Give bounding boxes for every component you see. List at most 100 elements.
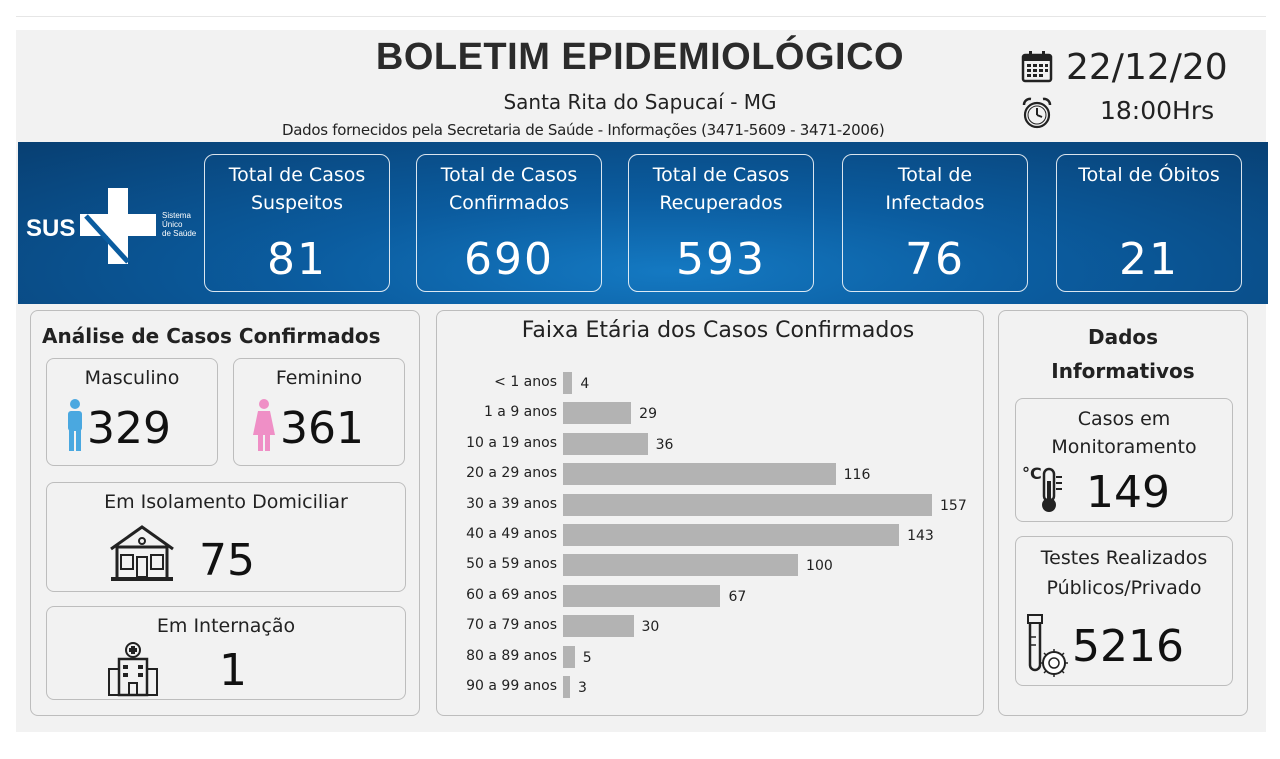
chart-bar [563, 584, 721, 607]
test-tube-virus-icon [1027, 614, 1068, 677]
chart-category-label: 10 a 19 anos [466, 434, 557, 451]
stat-value: 593 [676, 234, 766, 285]
female-count: 361 [280, 403, 364, 454]
monitoring-label-line1: Casos em [1077, 408, 1171, 430]
chart-category-label: 70 a 79 anos [466, 617, 557, 634]
female-person-icon [253, 399, 275, 451]
female-label: Feminino [275, 367, 363, 389]
stat-value: 21 [1119, 234, 1179, 285]
chart-data-label: 5 [582, 649, 592, 666]
chart-category-label: 30 a 39 anos [466, 495, 557, 512]
chart-data-label: 29 [639, 406, 657, 423]
stat-label-line2: Infectados [885, 192, 985, 214]
chart-bar [563, 615, 634, 638]
sus-logo-line2: Único [162, 220, 183, 229]
chart-data-label: 143 [907, 528, 934, 544]
stat-label-line2: Recuperados [659, 192, 783, 214]
chart-data-label: 100 [806, 558, 833, 575]
stat-label-line1: Total de Casos [228, 164, 366, 186]
monitoring-card: Casos em Monitoramento °C 149 [1015, 398, 1233, 522]
calendar-icon [1021, 51, 1053, 83]
male-card: Masculino 329 [46, 358, 218, 466]
stat-label-line1: Total de Óbitos [1078, 164, 1220, 186]
chart-title: Faixa Etária dos Casos Confirmados [521, 318, 915, 343]
chart-category-label: 80 a 89 anos [466, 647, 557, 664]
sus-logo: SUS Sistema Único de Saúde [26, 188, 197, 264]
chart-category-label: 90 a 99 anos [466, 678, 557, 694]
stat-value: 81 [267, 234, 327, 285]
chart-bar [563, 463, 836, 486]
chart-data-label: 30 [641, 619, 660, 636]
hospital-icon [108, 642, 158, 697]
chart-category-label: 60 a 69 anos [466, 586, 557, 603]
chart-category-label: 50 a 59 anos [466, 556, 557, 573]
chart-category-label: 20 a 29 anos [466, 465, 557, 482]
stat-recovered: Total de Casos Recuperados 593 [628, 154, 814, 292]
sus-logo-line3: de Saúde [162, 229, 197, 238]
stat-label-line1: Total de Casos [440, 164, 578, 186]
bulletin-time: 18:00Hrs [1100, 96, 1215, 125]
location-subtitle: Santa Rita do Sapucaí - MG [503, 90, 777, 114]
stat-deaths: Total de Óbitos 21 [1056, 154, 1242, 292]
stat-value: 76 [905, 234, 965, 285]
tests-count: 5216 [1072, 621, 1184, 672]
chart-bar [563, 554, 799, 577]
stat-confirmed: Total de Casos Confirmados 690 [416, 154, 602, 292]
page-title: BOLETIM EPIDEMIOLÓGICO [375, 36, 905, 78]
chart-bar [563, 372, 573, 394]
bulletin-date: 22/12/20 [1066, 47, 1228, 88]
sus-logo-line1: Sistema [162, 211, 191, 220]
sus-logo-text: SUS [26, 215, 75, 242]
monitoring-label: Casos em Monitoramento [1016, 405, 1232, 461]
totals-banner [18, 142, 1268, 304]
female-card: Feminino 361 [233, 358, 405, 466]
male-label: Masculino [84, 367, 180, 389]
alarm-clock-icon [1022, 97, 1052, 129]
male-count: 329 [87, 403, 171, 454]
male-person-icon [68, 399, 82, 451]
isolation-card: Em Isolamento Domiciliar 75 [46, 482, 406, 592]
chart-data-label: 67 [728, 588, 747, 605]
hospital-card: Em Internação 1 [46, 606, 406, 700]
info-title: Dados Informativos [998, 320, 1248, 388]
stat-infected: Total de Infectados 76 [842, 154, 1028, 292]
stat-value: 690 [464, 234, 554, 285]
chart-bar [563, 676, 571, 698]
house-icon [110, 525, 174, 581]
isolation-label: Em Isolamento Domiciliar [104, 491, 348, 513]
chart-bar [563, 645, 575, 668]
chart-bar [563, 524, 900, 546]
analysis-title: Análise de Casos Confirmados [42, 324, 381, 348]
top-divider [16, 16, 1266, 17]
chart-data-label: 36 [655, 436, 674, 453]
stat-label-line2: Confirmados [448, 192, 570, 214]
tests-card: Testes Realizados Públicos/Privado 5216 [1015, 536, 1233, 686]
monitoring-label-line2: Monitoramento [1051, 436, 1197, 458]
stat-label-line2: Suspeitos [250, 192, 343, 214]
tests-label-line1: Testes Realizados [1040, 547, 1208, 569]
chart-data-label: 116 [843, 467, 871, 484]
monitoring-count: 149 [1086, 467, 1170, 518]
chart-data-label: 4 [580, 376, 590, 392]
stat-label-line1: Total de Casos [652, 164, 790, 186]
chart-bar [563, 402, 632, 425]
chart-data-label: 3 [578, 680, 587, 696]
chart-category-label: 40 a 49 anos [466, 526, 557, 542]
chart-bar [563, 493, 932, 516]
stat-label-line1: Total de [897, 164, 973, 186]
chart-data-label: 157 [940, 497, 967, 514]
tests-label: Testes Realizados Públicos/Privado [1016, 543, 1232, 603]
chart-category-label: < 1 anos [494, 374, 557, 390]
hospital-count: 1 [219, 645, 247, 696]
svg-text:°C: °C [1022, 464, 1042, 483]
data-source-note: Dados fornecidos pela Secretaria de Saúd… [282, 121, 885, 139]
tests-label-line2: Públicos/Privado [1046, 577, 1202, 599]
chart-bar [563, 432, 648, 455]
chart-category-label: 1 a 9 anos [483, 404, 557, 421]
hospital-label: Em Internação [156, 615, 296, 637]
stat-suspected: Total de Casos Suspeitos 81 [204, 154, 390, 292]
thermometer-icon: °C [1022, 464, 1062, 512]
info-title-line2: Informativos [1051, 359, 1195, 383]
info-title-line1: Dados [1087, 325, 1159, 349]
isolation-count: 75 [199, 535, 255, 586]
